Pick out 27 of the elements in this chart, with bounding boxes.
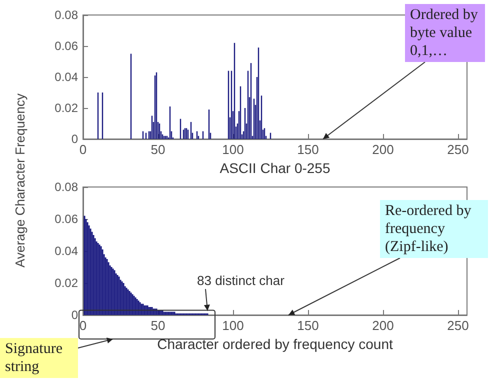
x-tick-label: 50	[150, 318, 166, 333]
x-tick-label: 250	[447, 142, 469, 157]
x-tick-label: 250	[447, 318, 469, 333]
y-tick-label: 0	[71, 132, 78, 146]
x-tick-label: 200	[372, 318, 394, 333]
y-tick-label: 0.08	[54, 8, 78, 22]
x-axis-title: Character ordered by frequency count	[157, 336, 394, 352]
y-tick-label: 0.02	[54, 276, 78, 290]
x-tick-label: 50	[150, 142, 166, 157]
y-tick-label: 0.06	[54, 39, 78, 53]
x-tick-label: 100	[222, 318, 244, 333]
text: Signature string	[0, 338, 78, 378]
annotation: Re-ordered by frequency (Zipf-like)	[380, 200, 488, 258]
x-tick-label: 200	[372, 142, 394, 157]
x-tick-label: 100	[222, 142, 244, 157]
y-tick-label: 0.02	[54, 101, 78, 115]
annotation: 83 distinct char	[197, 273, 284, 288]
y-tick-label: 0.06	[54, 212, 78, 226]
y-axis-title: Average Character Frequency	[12, 93, 28, 267]
y-tick-label: 0.04	[54, 70, 78, 84]
y-tick-label: 0.08	[54, 180, 78, 194]
x-tick-label: 150	[297, 318, 319, 333]
x-tick-label: 150	[297, 142, 319, 157]
annotation: Ordered by byte value 0,1,…	[405, 4, 485, 62]
x-axis-title: ASCII Char 0-255	[220, 160, 330, 176]
y-tick-label: 0.04	[54, 244, 78, 258]
y-tick-label: 0	[71, 308, 78, 322]
